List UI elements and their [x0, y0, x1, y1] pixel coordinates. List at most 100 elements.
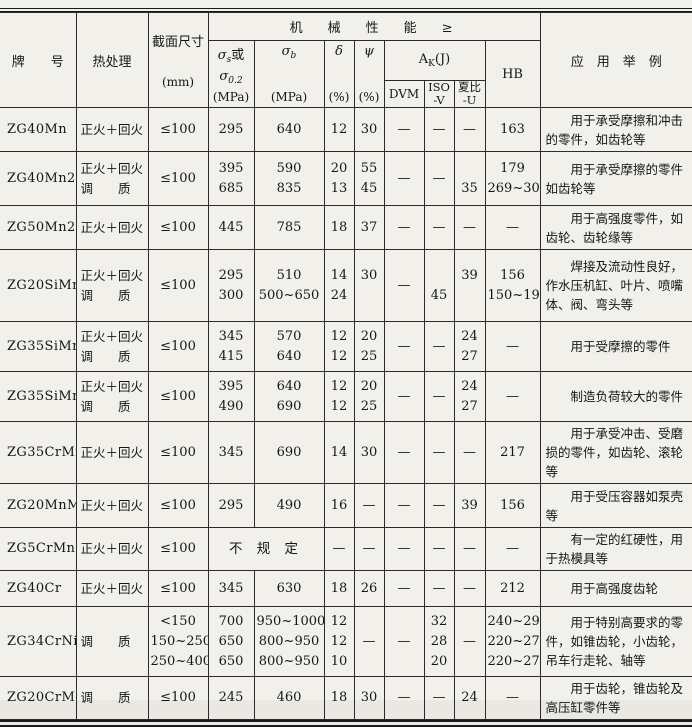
cell-heat-treatment: 正火＋回火 — [75, 570, 149, 607]
col-header-section-size: 截面尺寸 (mm) — [147, 12, 209, 108]
cell-delta: 12 12 — [323, 321, 355, 372]
cell-heat-treatment: 正火＋回火 — [75, 205, 149, 250]
cell-sigma-b: 950~1000 800~950 800~950 — [253, 606, 325, 677]
cell-psi: 30 — [353, 421, 385, 484]
cell-sigma-b: 630 — [253, 570, 325, 607]
cell-ak-dvm: — — [383, 676, 425, 720]
cell-ak-iso-v: 45 — [423, 249, 455, 322]
cell-ak-charpy-u: — — [453, 570, 486, 607]
cell-ak-iso-v: — — [423, 151, 455, 206]
cell-grade: ZG40Mn2 — [0, 151, 77, 206]
cell-section-size: ≤100 — [147, 151, 209, 206]
cell-strength-unspecified: 不 规 定 — [207, 527, 325, 571]
application-text: 用于齿轮，锥齿轮及高压缸零件等 — [545, 681, 684, 715]
application-text: 有一定的红硬性，用于热模具等 — [545, 532, 684, 566]
cell-application: 用于高强度齿轮 — [539, 570, 692, 607]
cell-delta: 14 — [323, 421, 355, 484]
section-size-label: 截面尺寸 — [151, 35, 204, 51]
cell-application: 焊接及流动性良好，作水压机缸、叶片、喷嘴体、阀、弯头等 — [539, 249, 692, 322]
cell-ak-dvm: — — [383, 527, 425, 571]
col-header-sigma-b: σb (MPa) — [253, 40, 325, 108]
cell-section-size: ≤100 — [147, 676, 209, 720]
cell-hb: — — [484, 676, 541, 720]
cell-hb: — — [484, 321, 541, 372]
col-header-impact-energy: AK(J) — [383, 40, 486, 81]
cell-grade: ZG35CrMnSi — [0, 421, 77, 484]
cell-ak-dvm: — — [383, 205, 425, 250]
cell-heat-treatment: 正火＋回火调 质 — [75, 371, 149, 422]
cell-psi: 30 — [353, 249, 385, 322]
cell-delta: 20 13 — [323, 151, 355, 206]
application-text: 制造负荷较大的零件 — [570, 389, 684, 404]
section-size-unit: (mm) — [161, 74, 195, 89]
col-header-mechanical-properties: 机 械 性 能 ≥ — [207, 12, 541, 41]
psi-symbol: ψ — [363, 44, 375, 59]
table-frame: 牌 号 热处理 截面尺寸 (mm) 机 械 性 能 ≥ 应 用 举 例 σ — [0, 8, 692, 727]
cell-section-size: ≤100 — [147, 570, 209, 607]
sigma-02-symbol: σ0.2 — [219, 69, 243, 86]
cell-heat-treatment: 正火＋回火 — [75, 527, 149, 571]
cell-section-size: ≤100 — [147, 421, 209, 484]
cell-grade: ZG34CrNiMo — [0, 606, 77, 677]
cell-ak-charpy-u: 24 27 — [453, 321, 486, 372]
table-row: ZG34CrNiMo调 质<150150~250250~400700650650… — [0, 606, 692, 677]
cell-grade: ZG5CrMnMo — [0, 527, 77, 571]
cell-ak-dvm: — — [383, 606, 425, 677]
cell-application: 用于承受摩擦的零件如齿轮等 — [539, 151, 692, 206]
delta-unit: (%) — [328, 90, 350, 104]
col-header-iso-v: ISO -V — [423, 80, 455, 108]
cell-ak-charpy-u: — — [453, 527, 486, 571]
ak-symbol: AK(J) — [418, 52, 451, 69]
cell-hb: — — [484, 205, 541, 250]
col-header-psi: ψ (%) — [353, 40, 385, 108]
cell-heat-treatment: 调 质 — [75, 606, 149, 677]
cell-ak-iso-v: — — [423, 483, 455, 528]
table-row: ZG50Mn2 正火＋回火 ≤100 445 785 18 37— — — — 用于高强度零件，如齿… — [0, 205, 692, 250]
cell-ak-iso-v: — — [423, 676, 455, 720]
table-row: ZG35SiMn 正火＋回火调 质 ≤100 345 415 570 640 12 12 20 25… — [0, 321, 692, 372]
cell-ak-iso-v: — — [423, 321, 455, 372]
col-header-dvm: DVM — [384, 80, 425, 108]
cell-psi: 55 45 — [353, 151, 385, 206]
cell-heat-treatment: 正火＋回火 — [75, 107, 149, 152]
cell-sigma-b: 590 835 — [253, 151, 325, 206]
cell-delta: 18 — [323, 205, 355, 250]
cell-application: 用于受压容器如泵壳等 — [539, 483, 692, 528]
cell-application: 用于特别高要求的零件，如锥齿轮，小齿轮，吊车行走轮、轴等 — [539, 606, 692, 677]
table-row: ZG40Mn2 正火＋回火调 质 ≤100 395 685 590 835 20 13 55 45—… — [0, 151, 692, 206]
table-body: ZG40Mn 正火＋回火 ≤100 295 640 12 30— — —163 用于承受摩擦和冲击… — [0, 107, 692, 720]
table-row: ZG20CrMo 调 质 ≤100 245 460 18 30— —24— 用于齿轮，锥齿轮及高… — [0, 676, 692, 720]
cell-ak-dvm: — — [383, 321, 425, 372]
cell-ak-charpy-u: — — [453, 205, 486, 250]
cell-sigma-s: 345 415 — [207, 321, 255, 372]
col-header-application: 应 用 举 例 — [539, 12, 692, 108]
cell-delta: 18 — [323, 570, 355, 607]
cell-psi: — — [353, 483, 385, 528]
cell-application: 用于承受冲击、受磨损的零件，如齿轮、滚轮等 — [539, 421, 692, 484]
cell-sigma-s: 345 — [207, 570, 255, 607]
cell-ak-dvm: — — [383, 421, 425, 484]
cell-psi: 20 25 — [353, 371, 385, 422]
application-text: 用于承受摩擦和冲击的零件，如齿轮等 — [545, 112, 684, 147]
cell-section-size: ≤100 — [147, 371, 209, 422]
cell-psi: 37 — [353, 205, 385, 250]
cell-hb: — — [484, 527, 541, 571]
cell-ak-iso-v: 32 28 20 — [423, 606, 455, 677]
cell-application: 用于承受摩擦和冲击的零件，如齿轮等 — [539, 107, 692, 152]
table-row: ZG35CrMnSi正火＋回火≤1003456901430———217用于承受冲… — [0, 421, 692, 484]
cell-psi: — — [353, 527, 385, 571]
cell-grade: ZG20MnMo — [0, 483, 77, 528]
cell-section-size: ≤100 — [147, 107, 209, 152]
table-row: ZG40Mn 正火＋回火 ≤100 295 640 12 30— — —163 用于承受摩擦和冲击… — [0, 107, 692, 152]
cell-sigma-b: 640 — [253, 107, 325, 152]
cell-section-size: ≤100 — [147, 527, 209, 571]
application-text: 用于高强度零件，如齿轮、齿轮缘等 — [545, 210, 684, 245]
cell-ak-charpy-u: — — [453, 421, 486, 484]
cell-sigma-b: 490 — [253, 483, 325, 528]
cell-delta: 14 24 — [323, 249, 355, 322]
sigma-s-unit: (MPa) — [212, 90, 250, 104]
cell-ak-dvm: — — [383, 151, 425, 206]
cell-grade: ZG35SiMnMo — [0, 371, 77, 422]
col-header-sigma-s: σs或 σ0.2 (MPa) — [208, 40, 255, 108]
